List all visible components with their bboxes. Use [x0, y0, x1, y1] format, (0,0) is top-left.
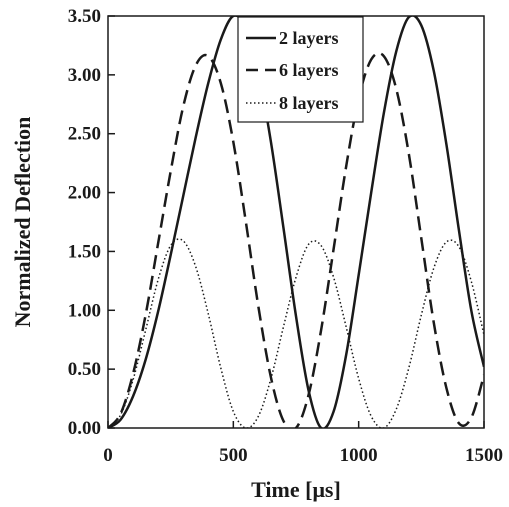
y-tick-label: 3.00 [68, 65, 101, 86]
legend-label-8-layers: 8 layers [279, 93, 338, 113]
x-axis-title: Time [μs] [251, 477, 341, 502]
legend-label-6-layers: 6 layers [279, 60, 338, 80]
y-axis-title: Normalized Deflection [10, 117, 35, 328]
legend-box [237, 16, 364, 123]
x-tick-label: 500 [219, 445, 248, 466]
series-line-8-layers [108, 238, 484, 428]
y-tick-label: 0.00 [68, 418, 101, 439]
legend: 2 layers 6 layers 8 layers [237, 16, 364, 123]
y-tick-label: 1.00 [68, 300, 101, 321]
legend-label-2-layers: 2 layers [279, 28, 338, 48]
y-tick-label: 3.50 [68, 6, 101, 27]
y-tick-label: 0.50 [68, 359, 101, 380]
x-tick-label: 0 [103, 445, 113, 466]
x-tick-label: 1000 [340, 445, 378, 466]
series-line-2-layers [108, 16, 484, 428]
y-tick-label: 1.50 [68, 241, 101, 262]
x-tick-label: 1500 [465, 445, 503, 466]
plot-frame [107, 15, 485, 429]
y-tick-label: 2.00 [68, 183, 101, 204]
y-tick-label: 2.50 [68, 124, 101, 145]
series-line-6-layers [108, 51, 484, 428]
